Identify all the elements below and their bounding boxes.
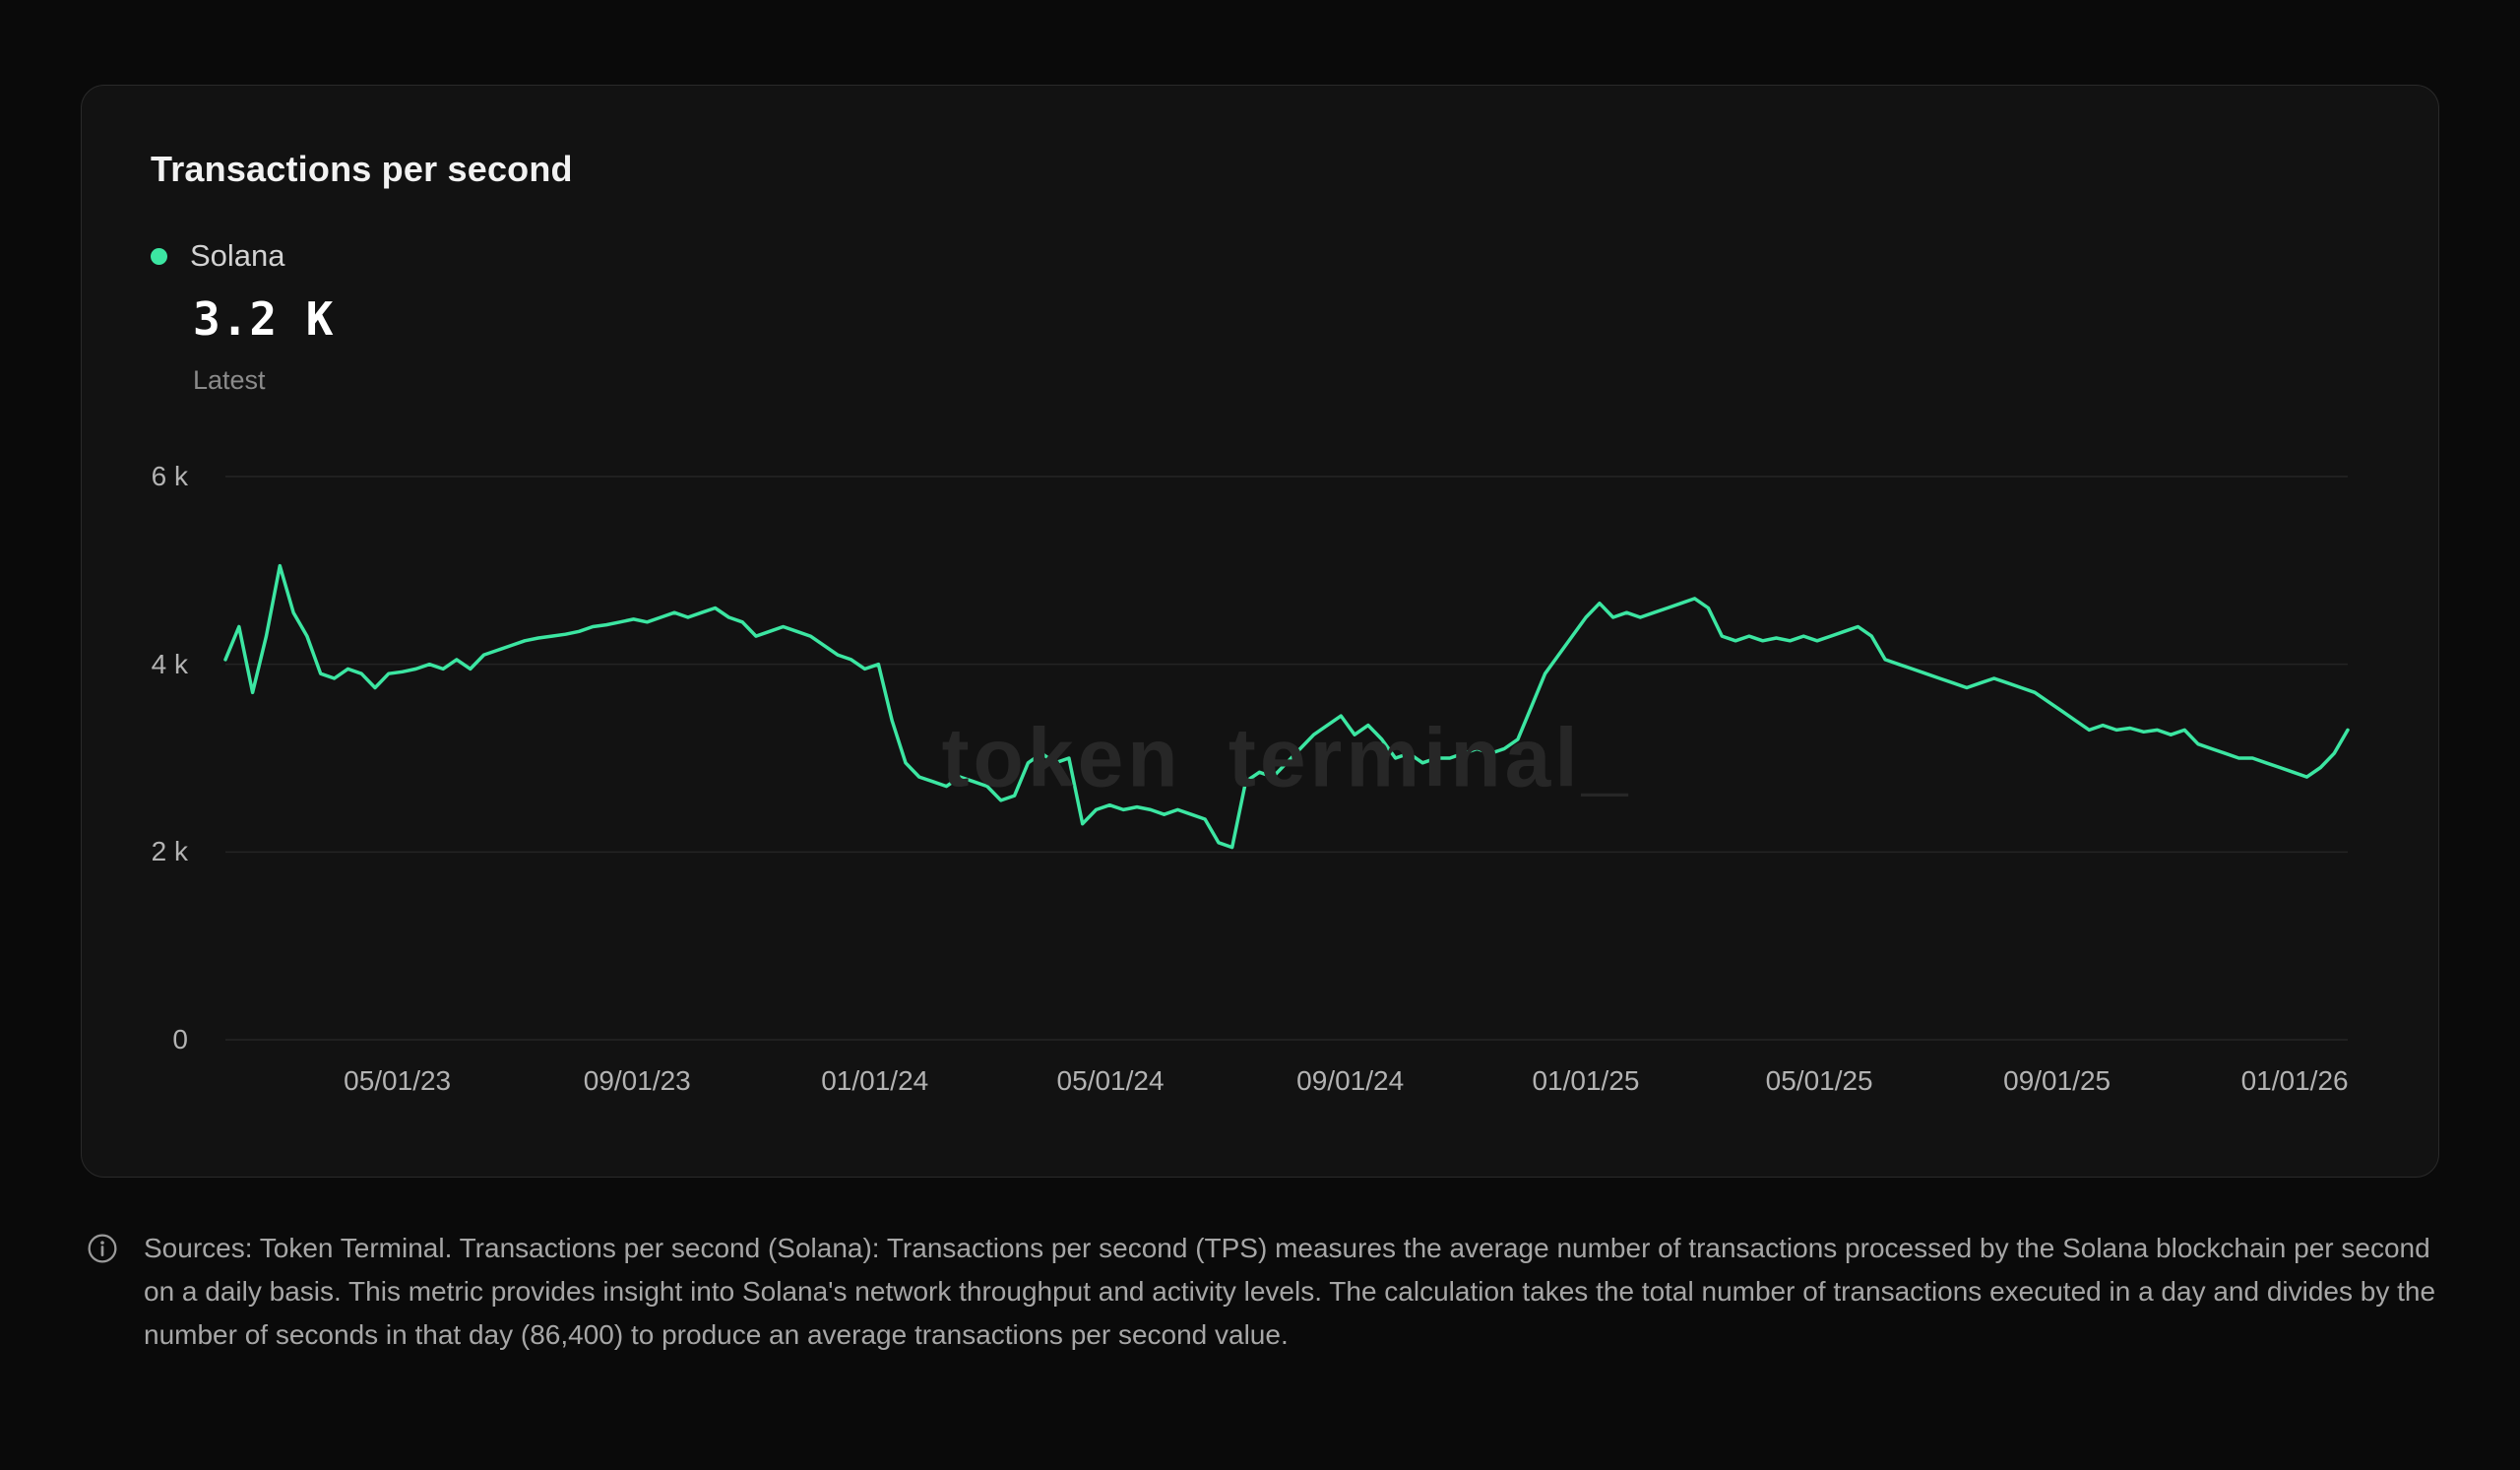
series-label: Solana: [190, 238, 285, 273]
legend-item-solana[interactable]: Solana: [151, 238, 285, 274]
x-axis-tick-label: 05/01/25: [1765, 1065, 1873, 1096]
chart-card: Transactions per second Solana 3.2 K Lat…: [81, 85, 2439, 1178]
chart-canvas: [223, 476, 2350, 1041]
latest-value: 3.2 K: [193, 292, 335, 346]
solana-line-series: [223, 563, 2350, 850]
source-text: Sources: Token Terminal. Transactions pe…: [144, 1233, 2436, 1350]
x-axis-tick-label: 01/01/25: [1532, 1065, 1640, 1096]
x-axis-tick-label: 05/01/24: [1056, 1065, 1165, 1096]
latest-caption: Latest: [193, 365, 266, 395]
x-axis-tick-label: 09/01/25: [2003, 1065, 2111, 1096]
y-axis-tick-label: 2 k: [151, 836, 188, 867]
series-color-dot: [151, 247, 167, 265]
x-axis-tick-label: 09/01/23: [583, 1065, 691, 1096]
y-axis-tick-label: 0: [172, 1024, 188, 1055]
chart-title: Transactions per second: [151, 149, 573, 189]
x-axis-tick-label: 01/01/24: [821, 1065, 929, 1096]
y-axis-tick-label: 4 k: [151, 648, 188, 679]
source-note: Sources: Token Terminal. Transactions pe…: [87, 1227, 2449, 1357]
x-axis-tick-label: 09/01/24: [1296, 1065, 1405, 1096]
x-axis-tick-label: 01/01/26: [2240, 1065, 2349, 1096]
x-axis-tick-label: 05/01/23: [344, 1065, 452, 1096]
y-axis-tick-label: 6 k: [151, 461, 188, 491]
info-icon[interactable]: [87, 1233, 118, 1264]
